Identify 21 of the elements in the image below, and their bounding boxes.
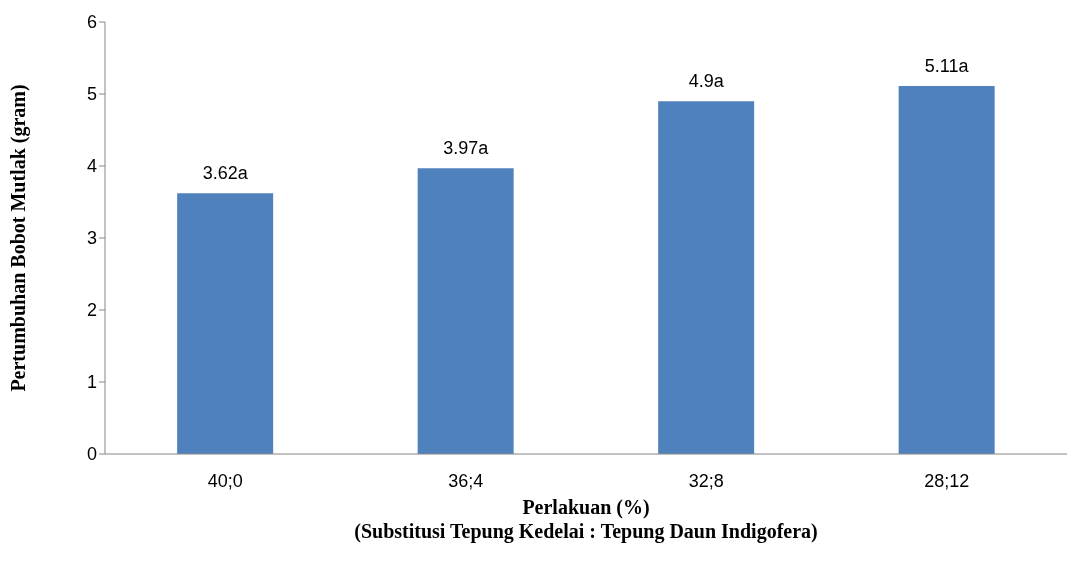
data-label: 5.11a — [924, 56, 970, 77]
x-axis-title: Perlakuan (%) (Substitusi Tepung Kedelai : Tepung Daun Indigofera) — [354, 496, 818, 543]
x-tick-label: 32;8 — [688, 470, 724, 491]
x-tick-label: 36;4 — [448, 470, 484, 491]
x-tick-label: 40;0 — [207, 470, 243, 491]
bar — [898, 86, 995, 454]
y-tick-label: 0 — [86, 444, 97, 465]
y-tick-label: 2 — [86, 300, 97, 321]
y-axis-title: Pertumbuhan Bobot Mutlak (gram) — [7, 84, 31, 392]
data-label: 3.97a — [443, 138, 490, 159]
y-tick-label: 3 — [86, 228, 97, 249]
y-tick-label: 6 — [86, 12, 97, 33]
data-label: 3.62a — [202, 163, 249, 184]
y-tick-label: 5 — [86, 84, 97, 105]
bar — [658, 101, 755, 454]
bar — [177, 193, 274, 454]
bar — [417, 168, 514, 454]
y-tick-label: 1 — [86, 372, 97, 393]
y-tick-label: 4 — [86, 156, 97, 177]
x-tick-label: 28;12 — [924, 470, 970, 491]
data-label: 4.9a — [688, 71, 725, 92]
